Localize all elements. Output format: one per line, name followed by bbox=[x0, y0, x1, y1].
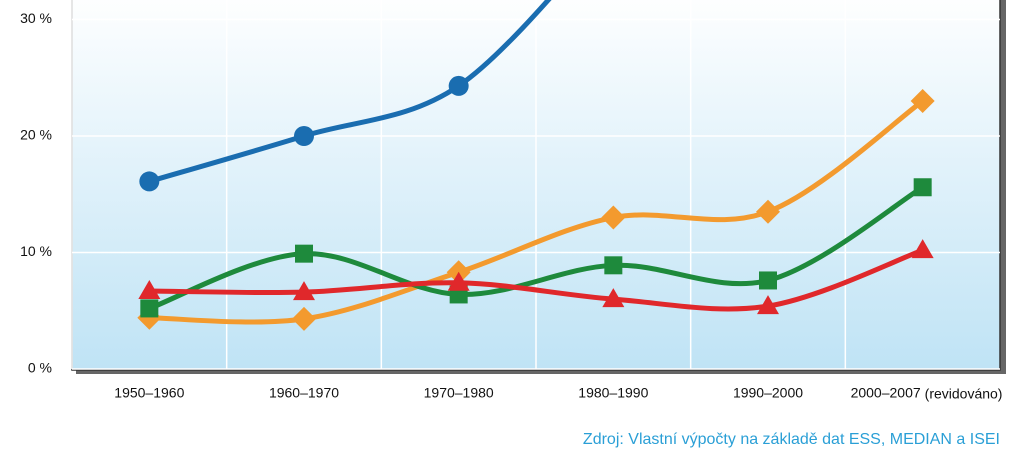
x-tick-label: 1970–1980 bbox=[424, 385, 494, 401]
grid bbox=[71, 0, 1000, 370]
x-tick-label: 2000–2007 bbox=[851, 385, 921, 401]
series-line bbox=[146, 98, 926, 325]
x-tick-note: (revidováno) bbox=[925, 386, 1003, 402]
point bbox=[294, 126, 314, 146]
x-tick-label: 1980–1990 bbox=[578, 385, 648, 401]
x-tick-label: 1950–1960 bbox=[114, 385, 184, 401]
series-line bbox=[146, 0, 552, 184]
point bbox=[911, 239, 934, 259]
y-tick-label: 0 % bbox=[28, 360, 52, 376]
point bbox=[448, 75, 469, 96]
labels: 0 % 10 % 20 % 30 % 1950–1960 1960–1970 1970–19… bbox=[20, 10, 1002, 402]
source: Zdroj: Vlastní výpočty na základě dat ES… bbox=[583, 431, 1000, 448]
point bbox=[293, 281, 315, 301]
point bbox=[140, 299, 159, 318]
point bbox=[604, 256, 623, 275]
point bbox=[601, 205, 626, 230]
series-line bbox=[146, 184, 926, 311]
x-tick-label: 1960–1970 bbox=[269, 385, 339, 401]
y-tick-label: 10 % bbox=[20, 243, 52, 259]
point bbox=[756, 199, 780, 224]
point bbox=[759, 271, 777, 290]
point bbox=[913, 178, 932, 197]
point bbox=[139, 171, 160, 192]
y-tick-label: 30 % bbox=[20, 10, 52, 26]
point bbox=[292, 306, 316, 331]
point bbox=[295, 244, 313, 263]
point bbox=[757, 295, 779, 315]
plot bbox=[137, 0, 935, 331]
y-tick-label: 20 % bbox=[20, 127, 52, 143]
point bbox=[138, 279, 161, 299]
point bbox=[447, 271, 470, 291]
point bbox=[910, 89, 935, 114]
point bbox=[602, 288, 625, 308]
series-line bbox=[146, 247, 926, 312]
x-tick-label: 1990–2000 bbox=[733, 385, 803, 401]
